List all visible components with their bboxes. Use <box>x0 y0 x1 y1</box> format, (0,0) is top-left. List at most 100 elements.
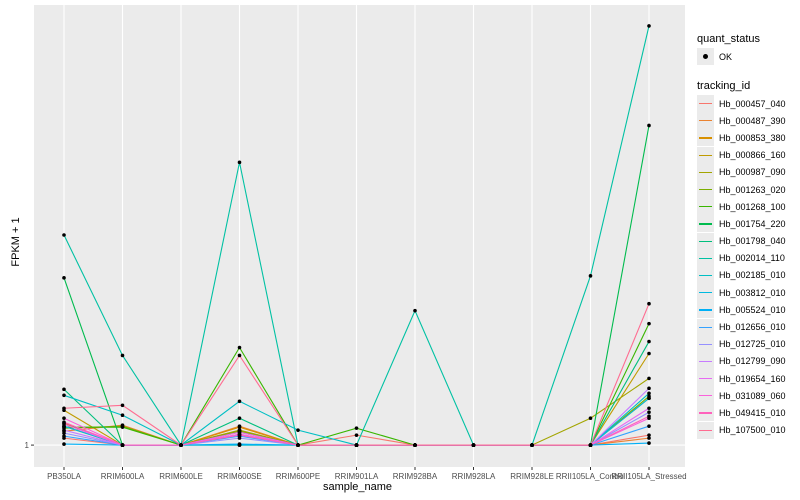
data-point <box>62 442 66 446</box>
data-point <box>471 443 476 447</box>
data-point <box>647 410 651 415</box>
data-point <box>354 433 359 437</box>
legend-item: Hb_001268_100 <box>697 198 786 216</box>
legend-label: Hb_003812_010 <box>719 287 786 298</box>
data-point <box>296 443 300 447</box>
data-point <box>62 233 66 237</box>
data-point <box>647 391 651 396</box>
legend-item: Hb_002185_010 <box>697 266 786 284</box>
legend-item: Hb_001263_020 <box>697 181 786 199</box>
line-key-icon <box>697 352 714 370</box>
legend-label: Hb_000457_040 <box>719 98 786 109</box>
line-key-icon <box>697 266 714 284</box>
x-tick-label: RRIM600LE <box>159 472 203 481</box>
legend-label: Hb_001268_100 <box>719 201 786 212</box>
legend-label: Hb_005524_010 <box>719 304 786 315</box>
data-point <box>237 399 242 404</box>
data-point <box>530 443 534 447</box>
data-point <box>62 406 66 411</box>
data-point <box>647 386 651 391</box>
legend-label: Hb_012799_090 <box>719 356 786 367</box>
quant-status-legend-title: quant_status <box>697 33 760 45</box>
data-point <box>647 441 651 445</box>
x-tick-label: RRII105LA_Control <box>556 472 626 481</box>
legend-label: OK <box>719 51 733 62</box>
legend-item: Hb_002014_110 <box>697 249 786 267</box>
legend-item: Hb_019654_160 <box>697 370 786 388</box>
data-point <box>120 413 125 418</box>
legend-item-ok: OK <box>697 48 760 66</box>
data-point <box>237 442 242 446</box>
legend-item: Hb_031089_060 <box>697 387 786 405</box>
data-point <box>237 345 242 350</box>
data-point <box>354 426 359 430</box>
data-point <box>237 425 242 429</box>
data-point <box>62 387 66 392</box>
x-tick-label: RRIM600LA <box>101 472 145 481</box>
x-tick-label: RRIM600PE <box>276 472 320 481</box>
data-point <box>296 428 300 432</box>
legend-item: Hb_000866_160 <box>697 146 786 164</box>
legend-label: Hb_001263_020 <box>719 184 786 195</box>
data-point <box>237 416 242 421</box>
data-point <box>237 353 242 358</box>
data-point <box>588 274 593 278</box>
x-tick-label: RRIM928LA <box>452 472 496 481</box>
legend-item: Hb_012725_010 <box>697 335 786 353</box>
data-point <box>62 393 66 398</box>
x-tick-label: RRIM928BA <box>393 472 438 481</box>
data-point <box>62 416 66 421</box>
y-axis-label: FPKM + 1 <box>10 217 22 267</box>
legend-label: Hb_001754_220 <box>719 218 786 229</box>
data-point <box>179 443 183 447</box>
line-key-icon <box>697 370 714 388</box>
line-key-icon <box>697 421 714 439</box>
plot-panel <box>34 5 685 467</box>
legend-label: Hb_002014_110 <box>719 253 785 264</box>
data-point <box>647 339 651 344</box>
data-point <box>62 431 66 435</box>
legend-item: Hb_001754_220 <box>697 215 786 233</box>
x-tick-label: RRII105LA_Stressed <box>611 472 686 481</box>
legend-label: Hb_001798_040 <box>719 236 786 247</box>
legend-item: Hb_049415_010 <box>697 404 786 422</box>
data-point <box>62 428 66 432</box>
legend-label: Hb_031089_060 <box>719 390 786 401</box>
legend-item: Hb_000487_390 <box>697 112 786 130</box>
data-point <box>647 351 651 356</box>
data-point <box>413 443 417 447</box>
line-key-icon <box>697 387 714 405</box>
line-key-icon <box>697 181 714 199</box>
data-point <box>588 443 593 447</box>
quant-status-legend: quant_status OK <box>697 33 760 66</box>
data-point <box>647 24 651 28</box>
data-point <box>120 403 125 408</box>
x-tick-label: RRIM600SE <box>217 472 261 481</box>
legend-label: Hb_049415_010 <box>719 407 786 418</box>
tracking-id-legend: tracking_id Hb_000457_040 Hb_000487_390 Hb… <box>697 80 786 439</box>
data-point <box>120 443 125 447</box>
y-tick-label: 1 <box>25 441 30 450</box>
line-key-icon <box>697 318 714 336</box>
line-key-icon <box>697 112 714 130</box>
line-key-icon <box>697 249 714 267</box>
data-point <box>62 434 66 438</box>
line-key-icon <box>697 284 714 302</box>
legend-label: Hb_000866_160 <box>719 150 786 161</box>
data-point <box>647 424 651 428</box>
legend-label: Hb_000987_090 <box>719 167 786 178</box>
line-key-icon <box>697 163 714 181</box>
data-point <box>237 433 242 437</box>
legend-item: Hb_003812_010 <box>697 284 786 302</box>
x-axis-label: sample_name <box>322 481 393 493</box>
data-point <box>647 321 651 326</box>
legend-label: Hb_000487_390 <box>719 115 786 126</box>
legend-label: Hb_019654_160 <box>719 373 786 384</box>
point-key-icon <box>697 48 714 66</box>
x-tick-label: RRIM901LA <box>335 472 379 481</box>
data-point <box>120 353 125 358</box>
data-point <box>647 433 651 437</box>
legend-item: Hb_001798_040 <box>697 232 786 250</box>
data-point <box>237 160 242 165</box>
